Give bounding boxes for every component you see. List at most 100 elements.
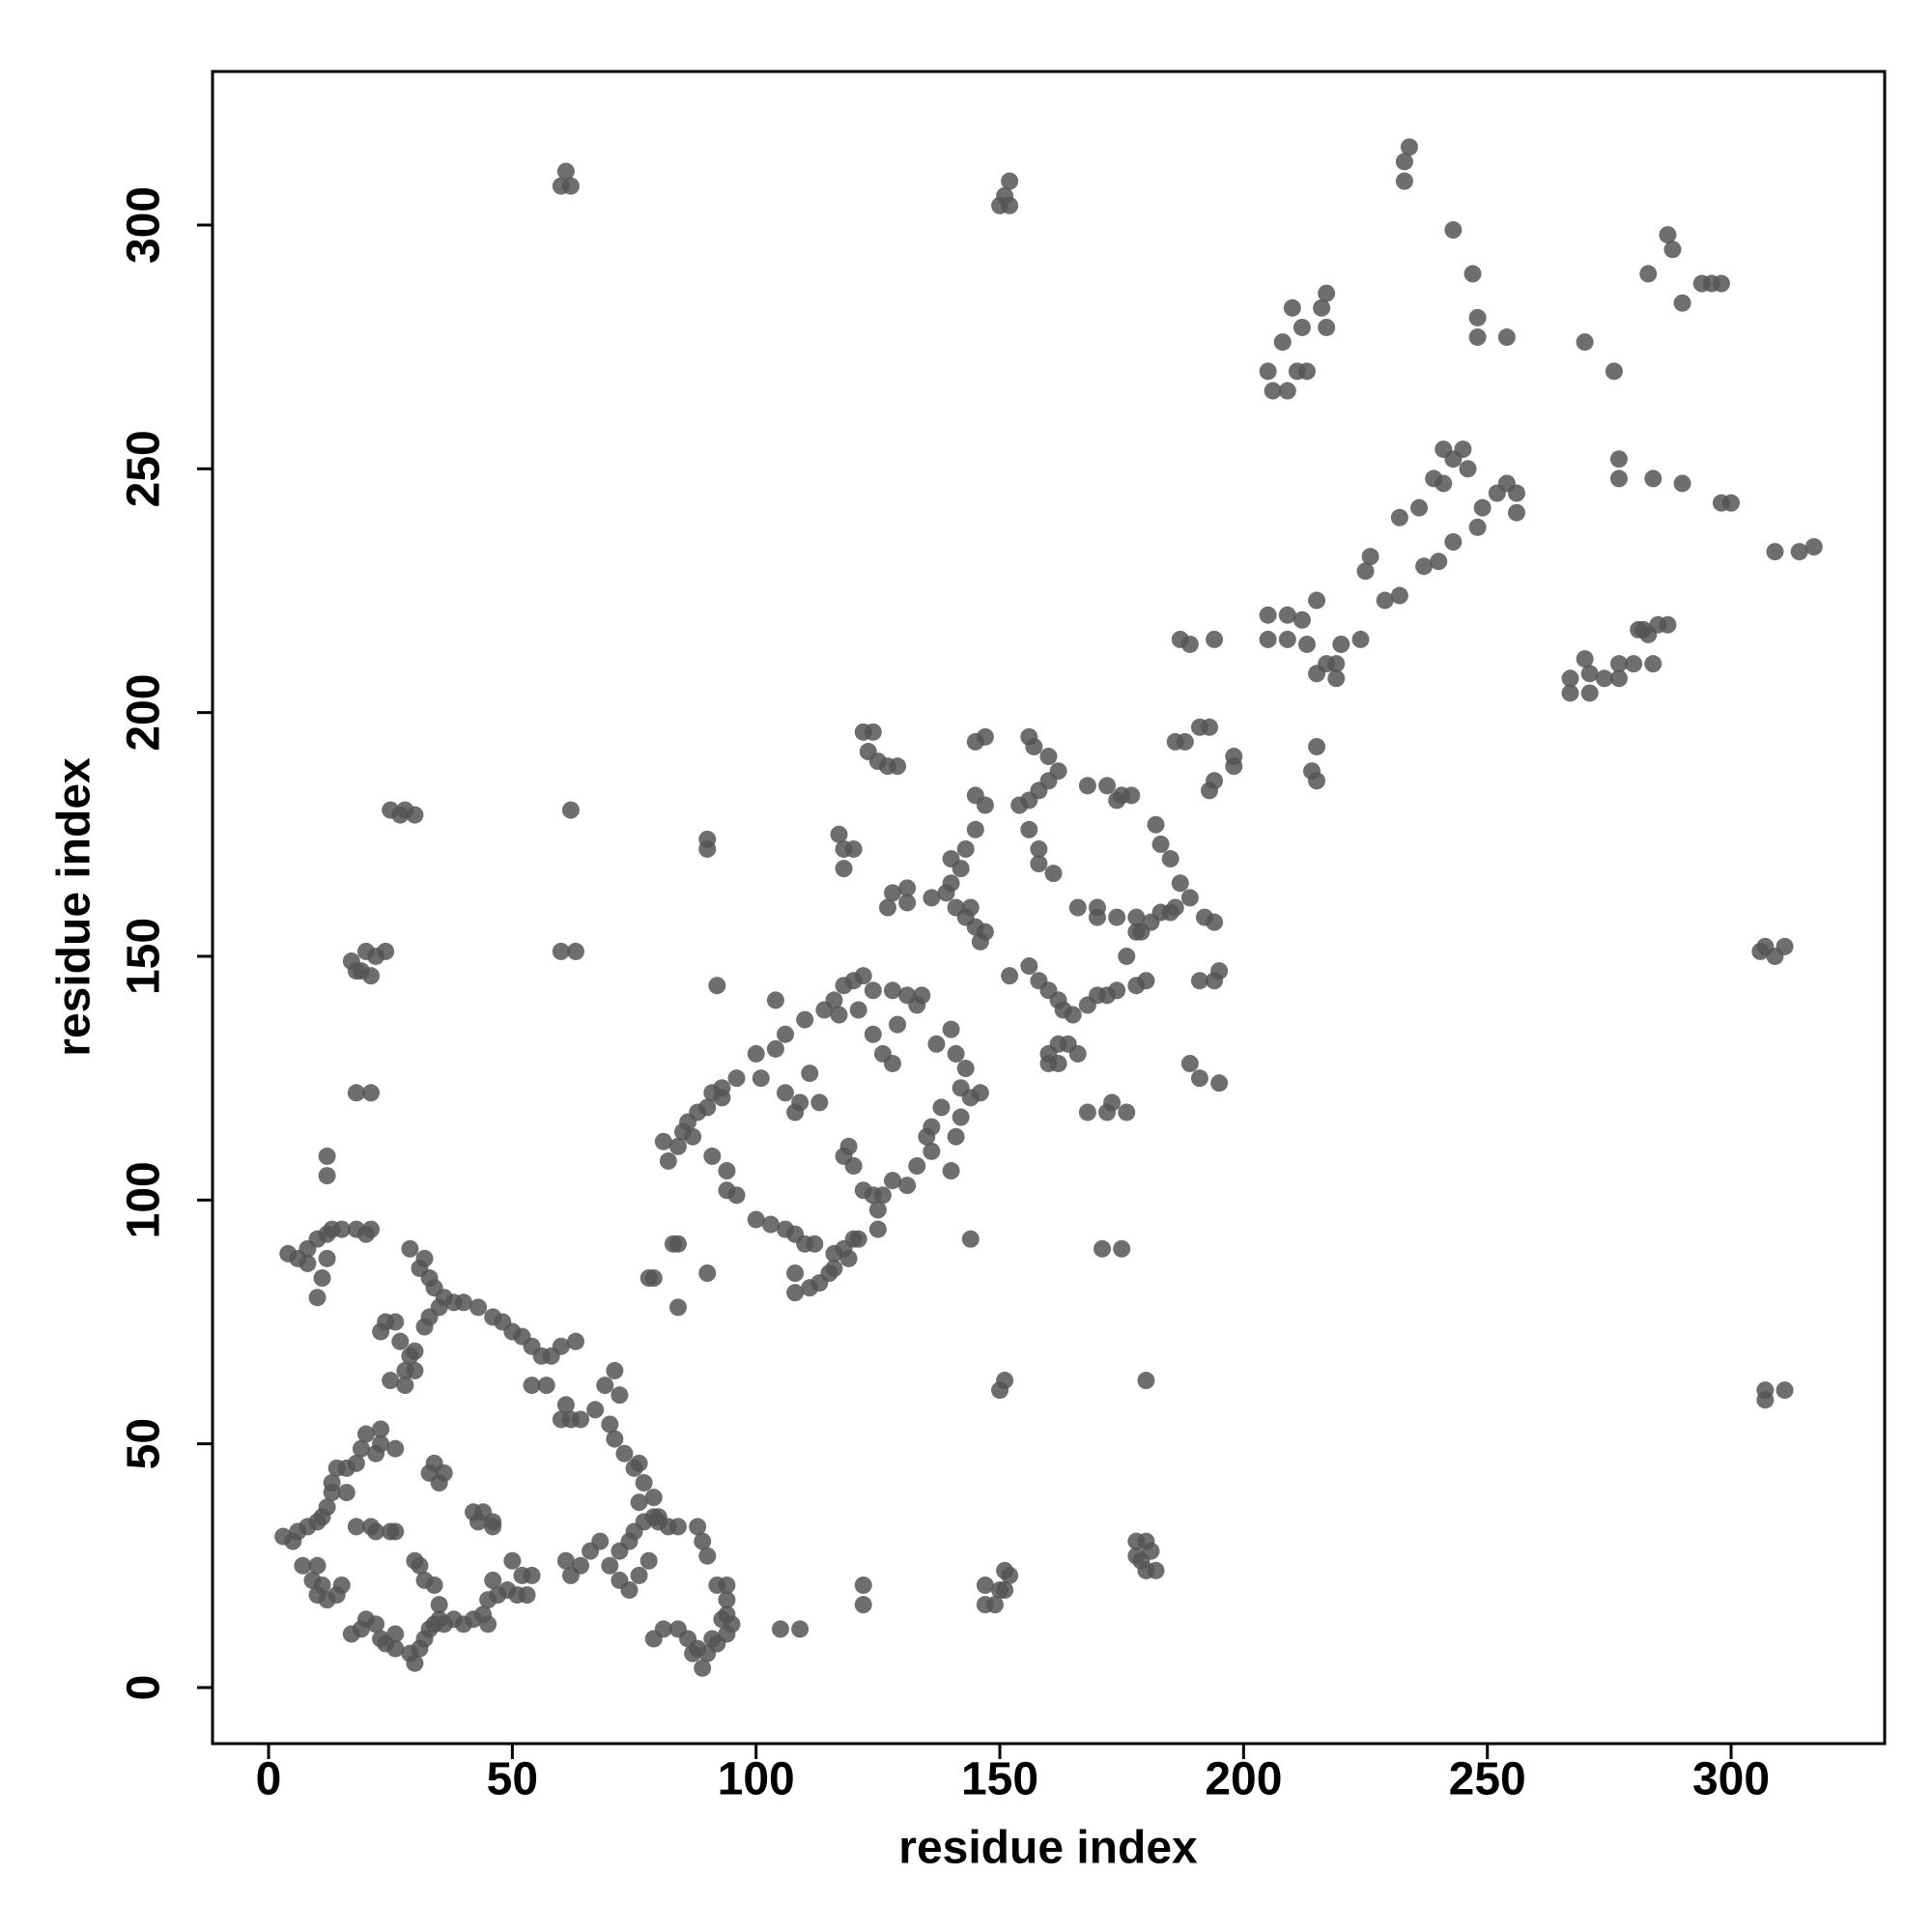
point — [908, 1156, 926, 1175]
point — [1776, 1381, 1794, 1400]
point — [1044, 865, 1063, 883]
point — [703, 1147, 722, 1165]
point — [391, 1332, 410, 1350]
point — [367, 1522, 385, 1541]
point — [713, 1610, 731, 1629]
point — [932, 1098, 951, 1117]
point — [337, 1484, 355, 1502]
point — [868, 1201, 887, 1219]
point — [976, 1576, 994, 1594]
point — [362, 1220, 381, 1238]
point — [1356, 562, 1375, 581]
point — [606, 1430, 624, 1448]
point — [630, 1566, 648, 1584]
point — [1142, 1542, 1160, 1560]
point — [976, 796, 994, 814]
point — [849, 1230, 867, 1248]
point — [401, 1239, 419, 1258]
y-axis-label: residue index — [49, 757, 100, 1057]
point — [1318, 318, 1336, 336]
point — [835, 860, 853, 878]
point — [1206, 972, 1224, 990]
point — [1259, 606, 1277, 624]
point — [1098, 777, 1117, 795]
point — [947, 1127, 965, 1146]
point — [1444, 533, 1463, 552]
point — [1103, 1094, 1122, 1112]
point — [1415, 557, 1434, 576]
point — [1497, 328, 1516, 347]
point — [591, 1532, 610, 1550]
point — [864, 981, 882, 1000]
point — [430, 1298, 448, 1317]
point — [1127, 1547, 1146, 1565]
point — [1609, 669, 1628, 688]
point — [596, 1377, 614, 1395]
point — [830, 1006, 848, 1024]
point — [1297, 362, 1316, 381]
point — [839, 1249, 858, 1267]
point — [1790, 543, 1808, 561]
point — [1180, 1054, 1199, 1072]
point — [406, 1551, 424, 1570]
x-tick-label: 50 — [487, 1754, 538, 1805]
point — [684, 1127, 702, 1146]
point — [1118, 1103, 1136, 1122]
point — [1206, 913, 1224, 931]
point — [1020, 957, 1038, 976]
point — [1171, 874, 1189, 893]
point — [1259, 362, 1277, 381]
point — [566, 1332, 584, 1350]
point — [1318, 284, 1336, 302]
point — [561, 801, 580, 819]
point — [1308, 737, 1326, 755]
point — [1068, 1044, 1087, 1063]
point — [1118, 947, 1136, 965]
point — [556, 1396, 575, 1414]
point — [332, 1220, 351, 1238]
point — [654, 1620, 672, 1638]
point — [635, 1474, 653, 1492]
point — [1020, 820, 1038, 838]
point — [1561, 669, 1579, 688]
point — [776, 1084, 794, 1102]
point — [971, 1084, 989, 1102]
point — [1318, 655, 1336, 673]
point — [1127, 908, 1146, 926]
point — [923, 1142, 941, 1160]
point — [1390, 586, 1408, 605]
point — [1039, 1054, 1058, 1072]
point — [1001, 196, 1019, 214]
point — [801, 1065, 819, 1083]
point — [1673, 474, 1691, 493]
point — [318, 1147, 336, 1165]
point — [308, 1289, 327, 1307]
point — [1395, 172, 1413, 190]
point — [1327, 669, 1346, 688]
point — [694, 1659, 712, 1677]
point — [1308, 772, 1326, 790]
point — [1507, 503, 1525, 522]
point — [1264, 382, 1282, 400]
point — [952, 1108, 970, 1126]
point — [386, 1625, 405, 1643]
point — [1444, 221, 1463, 240]
point — [1190, 972, 1208, 990]
point — [664, 1235, 682, 1253]
point — [889, 1015, 907, 1034]
point — [601, 1415, 619, 1434]
point — [806, 1235, 824, 1253]
point — [1663, 241, 1682, 259]
point — [425, 1576, 443, 1594]
point — [689, 1518, 707, 1536]
point — [1580, 665, 1599, 683]
point — [747, 1044, 765, 1063]
y-tick-label: 150 — [119, 918, 170, 995]
point — [1068, 898, 1087, 917]
point — [503, 1551, 522, 1570]
point — [1278, 382, 1296, 400]
point — [810, 1094, 829, 1112]
point — [586, 1401, 605, 1419]
